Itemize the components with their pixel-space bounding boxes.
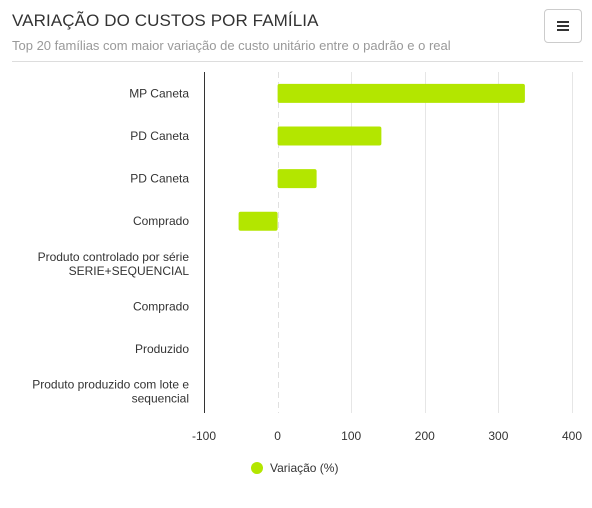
legend-swatch [251, 462, 263, 474]
y-category-label: Comprado [133, 299, 189, 313]
x-tick-label: 100 [341, 429, 361, 443]
bar[interactable] [277, 83, 525, 103]
bar[interactable] [277, 169, 317, 189]
chart-title: VARIAÇÃO DO CUSTOS POR FAMÍLIA [12, 11, 319, 30]
x-tick-label: 0 [274, 429, 281, 443]
header-divider [12, 61, 583, 62]
y-category-label: Produto produzido com lote e [32, 378, 189, 392]
x-tick-label: 300 [488, 429, 508, 443]
legend-label: Variação (%) [270, 461, 339, 475]
chart-subtitle: Top 20 famílias com maior variação de cu… [12, 38, 451, 53]
grid-lines [278, 72, 573, 413]
y-category-label: Produzido [135, 342, 189, 356]
x-tick-label: 200 [415, 429, 435, 443]
y-category-label: PD Caneta [130, 129, 189, 143]
y-category-label: Comprado [133, 214, 189, 228]
y-category-label: Produto controlado por série [38, 250, 190, 264]
legend-item[interactable]: Variação (%) [251, 461, 338, 475]
x-tick-label: 400 [562, 429, 582, 443]
x-tick-label: -100 [192, 429, 216, 443]
hamburger-menu-icon [557, 21, 569, 31]
y-category-label: PD Caneta [130, 172, 189, 186]
bar[interactable] [277, 126, 382, 146]
y-category-label: SERIE+SEQUENCIAL [69, 264, 190, 278]
chart-menu-button[interactable] [544, 9, 582, 43]
y-category-label: sequencial [132, 392, 189, 406]
y-category-label: MP Caneta [129, 86, 189, 100]
bar[interactable] [238, 211, 278, 231]
bar-series [238, 83, 525, 231]
axis-labels: -100 0 100 200 300 400 MP Caneta PD Caneta PD Ca… [32, 86, 582, 443]
